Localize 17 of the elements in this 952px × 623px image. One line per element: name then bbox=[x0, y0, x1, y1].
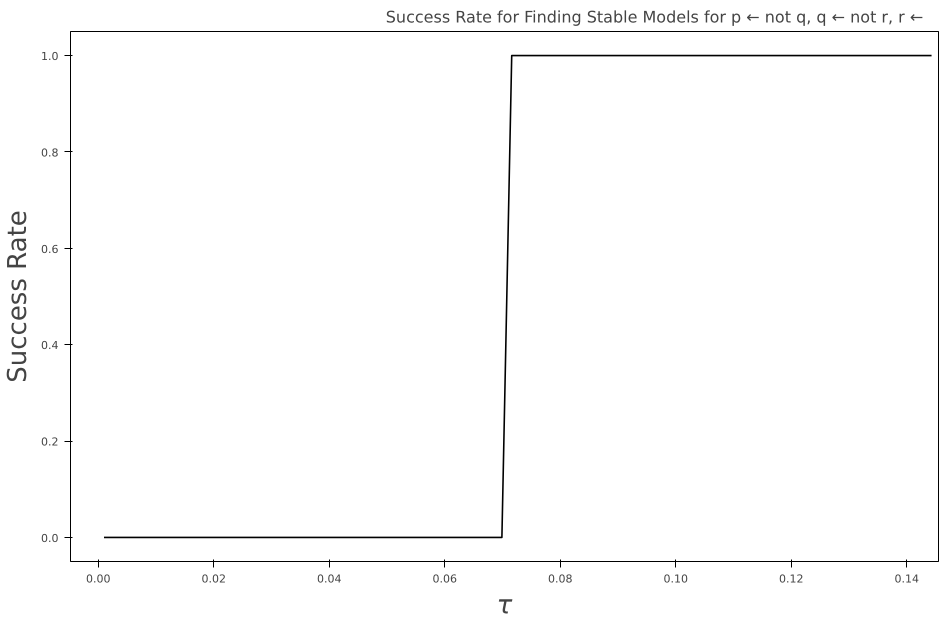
x-tick-label: 0.04 bbox=[316, 572, 342, 586]
y-tick-label: 1.0 bbox=[41, 50, 59, 64]
y-tick-label: 0.8 bbox=[41, 146, 59, 160]
x-tick-label: 0.06 bbox=[432, 572, 457, 586]
x-tick-label: 0.14 bbox=[894, 572, 919, 586]
y-tick-label: 0.2 bbox=[41, 436, 59, 449]
x-tick-label: 0.02 bbox=[201, 572, 226, 586]
y-tick-label: 0.4 bbox=[41, 339, 59, 352]
x-tick-label: 0.00 bbox=[86, 572, 110, 586]
x-tick-label: 0.12 bbox=[778, 572, 804, 586]
y-axis-title: Success Rate bbox=[3, 210, 34, 383]
y-tick-label: 0.0 bbox=[41, 532, 59, 545]
chart-title: Success Rate for Finding Stable Models for p ← not q, q ← not r, r ← bbox=[386, 8, 924, 26]
y-tick-label: 0.6 bbox=[41, 242, 59, 256]
x-axis-title: τ bbox=[496, 590, 513, 620]
x-tick-label: 0.10 bbox=[663, 572, 688, 586]
x-tick-label: 0.08 bbox=[548, 572, 572, 586]
